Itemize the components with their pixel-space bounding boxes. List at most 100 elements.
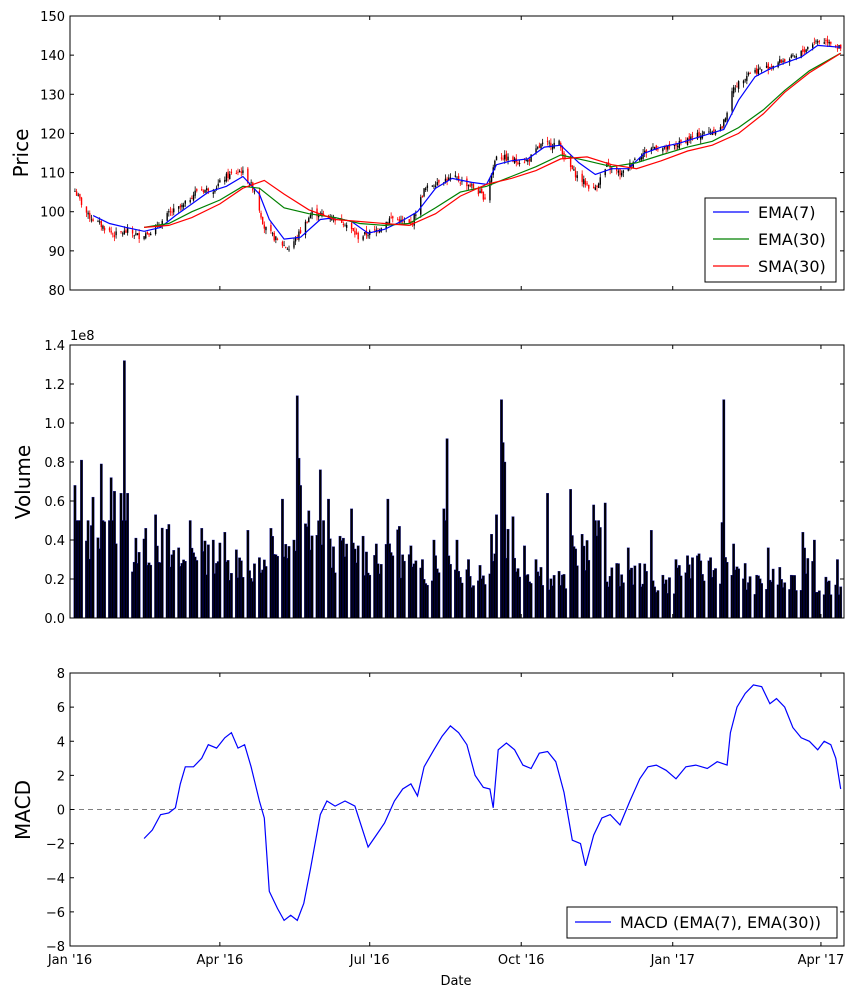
volume-bar (714, 568, 717, 619)
candle-body (415, 214, 417, 216)
candle-body (792, 54, 794, 56)
candle-body (331, 219, 333, 220)
candle-body (721, 126, 723, 129)
candle-body (655, 145, 657, 151)
candle-body (588, 184, 590, 189)
candle-body (92, 219, 94, 221)
candle-body (627, 168, 629, 171)
candle-body (90, 219, 93, 221)
candle-body (421, 196, 424, 198)
candle-body (780, 59, 783, 63)
volume-bar (345, 543, 349, 619)
candle-body (79, 194, 81, 199)
candle-body (321, 213, 323, 215)
candle-body (596, 185, 598, 188)
candle-body (652, 146, 654, 148)
candle-body (541, 142, 544, 144)
candle-body (477, 188, 480, 195)
candle-body (708, 131, 710, 133)
candle-body (285, 247, 287, 249)
candle-body (481, 188, 483, 193)
candle-body (812, 44, 814, 48)
x-tick-label: Jan '17 (650, 953, 695, 968)
candle-body (97, 221, 99, 223)
candle-body (426, 185, 429, 189)
candle-body (726, 112, 728, 120)
candle-body (512, 156, 514, 162)
candle-body (538, 145, 541, 148)
volume-bar (645, 571, 648, 619)
candle-body (420, 197, 422, 215)
candle-body (576, 175, 578, 178)
candle-body (836, 48, 839, 50)
price-marks (74, 35, 842, 252)
candle-body (357, 232, 359, 240)
x-tick-label: Apr '16 (196, 953, 243, 968)
candle-body (828, 42, 830, 44)
candle-body (678, 141, 681, 149)
price-ylabel: Price (9, 129, 33, 178)
candle-body (742, 80, 745, 84)
y-tick-label: 6 (57, 701, 65, 716)
candle-body (397, 219, 399, 221)
candle-body (629, 162, 631, 168)
candle-body (688, 136, 690, 141)
candle-body (286, 248, 289, 250)
candle-body (169, 211, 172, 213)
candle-body (667, 146, 669, 150)
candle-body (644, 150, 646, 153)
candle-body (131, 229, 134, 234)
candle-body (685, 140, 687, 144)
candle-body (273, 232, 275, 241)
volume-bar (183, 561, 187, 619)
volume-bar (80, 459, 83, 619)
volume-bar (460, 582, 464, 619)
volume-bar (495, 514, 498, 619)
candle-body (642, 153, 644, 159)
candle-body (805, 49, 807, 53)
candle-body (217, 183, 219, 187)
volume-bar (172, 550, 176, 619)
candle-body (425, 188, 427, 190)
candle-body (166, 213, 168, 221)
candle-body (818, 41, 820, 42)
candle-body (77, 194, 79, 196)
candle-body (479, 190, 481, 194)
candle-body (765, 65, 768, 68)
volume-bar (322, 520, 325, 619)
series-line-macd (143, 684, 842, 922)
candle-body (202, 190, 205, 192)
candle-body (108, 228, 111, 231)
candle-body (698, 131, 700, 138)
volume-bar (518, 576, 521, 619)
candle-body (196, 189, 198, 191)
candle-body (640, 157, 643, 160)
volume-bar (483, 584, 487, 619)
candle-body (571, 165, 573, 170)
candle-body (261, 216, 264, 225)
candle-body (459, 182, 461, 184)
volume-bar (679, 575, 683, 619)
candle-body (665, 145, 667, 150)
candle-body (586, 183, 588, 185)
candle-body (438, 179, 440, 183)
candle-body (737, 81, 740, 89)
candle-body (298, 231, 300, 240)
candle-body (826, 39, 829, 43)
legend-macd-label: MACD (EMA(7), EMA(30)) (620, 913, 821, 932)
volume-bar (656, 590, 660, 619)
candle-body (311, 210, 313, 216)
candle-body (469, 184, 471, 187)
price-y-ticks: 80 90 100 110 120 130 140 150 (40, 10, 844, 299)
candle-body (622, 170, 625, 173)
candle-body (283, 245, 285, 247)
candle-body (550, 142, 552, 148)
candle-body (138, 233, 140, 239)
candle-body (574, 170, 577, 178)
volume-scale-label: 1e8 (70, 329, 95, 344)
candle-body (250, 182, 252, 184)
candle-body (597, 183, 600, 189)
series-line-ema-7 (92, 44, 841, 240)
y-tick-label: 1.2 (44, 378, 65, 393)
candle-body (790, 55, 793, 58)
